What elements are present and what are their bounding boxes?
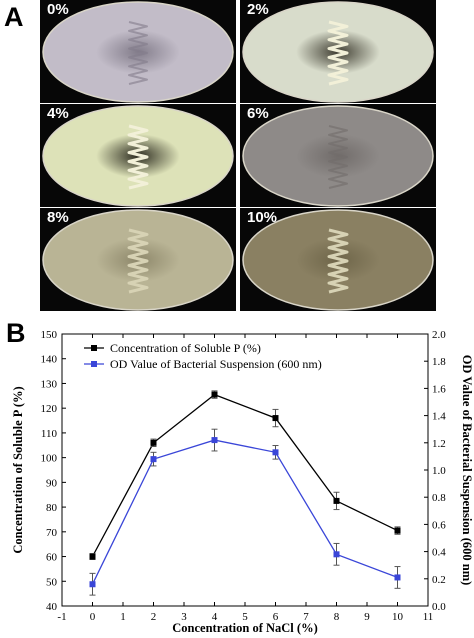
plate-label: 8% (47, 209, 69, 226)
y-left-tick-label: 130 (41, 378, 58, 390)
y-right-tick-label: 0.4 (432, 547, 446, 559)
data-point (150, 439, 157, 446)
y-left-tick-label: 90 (46, 477, 58, 489)
y-right-tick-label: 1.4 (432, 411, 446, 423)
petri-dish-image (42, 209, 234, 311)
data-point (272, 449, 279, 456)
y-left-tick-label: 60 (46, 552, 58, 564)
x-axis-title: Concentration of NaCl (%) (172, 621, 317, 635)
y-right-tick-label: 2.0 (432, 329, 446, 341)
y-right-tick-label: 1.6 (432, 383, 446, 395)
y-right-tick-label: 1.2 (432, 438, 446, 450)
plate-label: 4% (47, 105, 69, 122)
y-left-tick-label: 80 (46, 502, 58, 514)
legend-label-soluble-p: Concentration of Soluble P (%) (110, 341, 261, 355)
y-axis-right-title: OD Value of Bacterial Suspension (600 nm… (460, 355, 474, 586)
y-right-tick-label: 1.8 (432, 356, 446, 368)
data-point (150, 456, 157, 463)
colony-streak (328, 125, 348, 189)
plate-photo: 10% (240, 208, 436, 311)
chart-marks: -1 0 1 2 3 4 5 6 7 8 9 10 11 40 50 60 70 80 90 100 110 120 130… (41, 329, 447, 623)
y-right-tick-label: 0.6 (432, 519, 446, 531)
y-left-tick-label: 110 (41, 428, 58, 440)
x-tick-label: 5 (242, 611, 248, 623)
x-tick-label: 6 (273, 611, 279, 623)
x-tick-label: 9 (364, 611, 370, 623)
data-point (394, 574, 401, 581)
x-tick-label: 2 (151, 611, 157, 623)
petri-dish-image (242, 105, 434, 207)
data-point (272, 415, 279, 422)
x-tick-label: -1 (57, 611, 66, 623)
plate-photo: 4% (40, 104, 236, 207)
plate-label: 10% (247, 209, 278, 226)
dish (42, 1, 234, 103)
x-tick-label: 11 (423, 611, 434, 623)
colony-streak (128, 21, 148, 85)
plot-frame (61, 333, 429, 607)
x-tick-label: 3 (181, 611, 187, 623)
y-left-tick-label: 150 (41, 329, 58, 341)
x-tick-label: 10 (392, 611, 404, 623)
y-right-tick-label: 0.8 (432, 492, 446, 504)
y-axis-left-title: Concentration of Soluble P (%) (11, 386, 25, 553)
colony-streak (127, 228, 149, 294)
y-left-tick-label: 40 (46, 601, 58, 613)
petri-dish-image (42, 1, 234, 103)
plate-photo: 0% (40, 0, 236, 103)
colony-streak (327, 20, 349, 86)
dish (242, 105, 434, 207)
x-tick-label: 7 (303, 611, 309, 623)
y-right-tick-label: 1.0 (432, 465, 446, 477)
legend-marker-soluble-p (91, 345, 97, 351)
x-tick-label: 0 (90, 611, 96, 623)
legend-marker-od (91, 361, 97, 367)
x-tick-label: 4 (212, 611, 218, 623)
y-left-tick-label: 100 (41, 453, 58, 465)
petri-dish-image (242, 209, 434, 311)
x-tick-label: 8 (334, 611, 340, 623)
series-line (91, 393, 398, 557)
y-right-tick-label: 0.2 (432, 574, 446, 586)
data-point (89, 553, 96, 560)
y-left-tick-label: 120 (41, 403, 58, 415)
y-left-tick-label: 50 (46, 576, 58, 588)
plate-photo: 8% (40, 208, 236, 311)
plate-label: 2% (247, 1, 269, 18)
data-point (211, 391, 218, 398)
panel-a-letter: A (4, 2, 24, 32)
plate-label: 6% (247, 105, 269, 122)
plate-label: 0% (47, 1, 69, 18)
legend-label-od: OD Value of Bacterial Suspension (600 nm… (110, 357, 322, 371)
plate-photo: 6% (240, 104, 436, 207)
series-line (91, 439, 398, 585)
y-left-tick-label: 140 (41, 354, 58, 366)
x-tick-label: 1 (120, 611, 126, 623)
y-left-tick-label: 70 (46, 527, 58, 539)
panel-b-letter: B (6, 318, 26, 348)
data-point (333, 497, 340, 504)
petri-dish-image (42, 105, 234, 207)
data-point (394, 527, 401, 534)
plate-photo: 2% (240, 0, 436, 103)
data-point (211, 437, 218, 444)
y-right-tick-label: 0.0 (432, 601, 446, 613)
data-point (89, 581, 96, 588)
colony-streak (127, 124, 149, 190)
data-point (333, 551, 340, 558)
colony-streak (327, 228, 349, 294)
legend: Concentration of Soluble P (%) OD Value … (84, 341, 322, 371)
petri-dish-image (242, 1, 434, 103)
